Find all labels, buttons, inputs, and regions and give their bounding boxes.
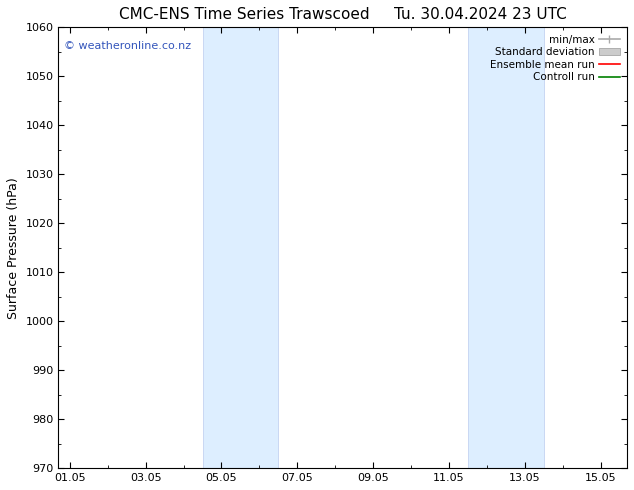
Y-axis label: Surface Pressure (hPa): Surface Pressure (hPa) xyxy=(7,177,20,318)
Bar xyxy=(202,27,278,468)
Legend: min/max, Standard deviation, Ensemble mean run, Controll run: min/max, Standard deviation, Ensemble me… xyxy=(488,32,622,84)
Text: © weatheronline.co.nz: © weatheronline.co.nz xyxy=(64,41,191,50)
Bar xyxy=(468,27,544,468)
Title: CMC-ENS Time Series Trawscoed     Tu. 30.04.2024 23 UTC: CMC-ENS Time Series Trawscoed Tu. 30.04.… xyxy=(119,7,567,22)
